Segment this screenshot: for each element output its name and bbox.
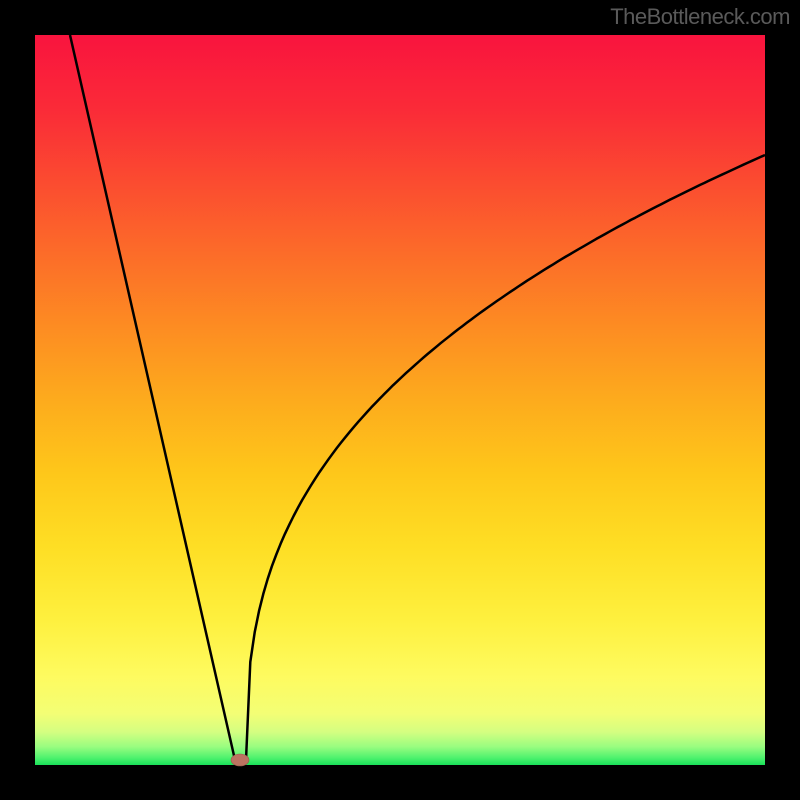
watermark-text: TheBottleneck.com [610, 4, 790, 30]
minimum-point-marker [231, 754, 249, 766]
plot-area [35, 35, 765, 765]
bottleneck-chart: TheBottleneck.com [0, 0, 800, 800]
chart-canvas [0, 0, 800, 800]
